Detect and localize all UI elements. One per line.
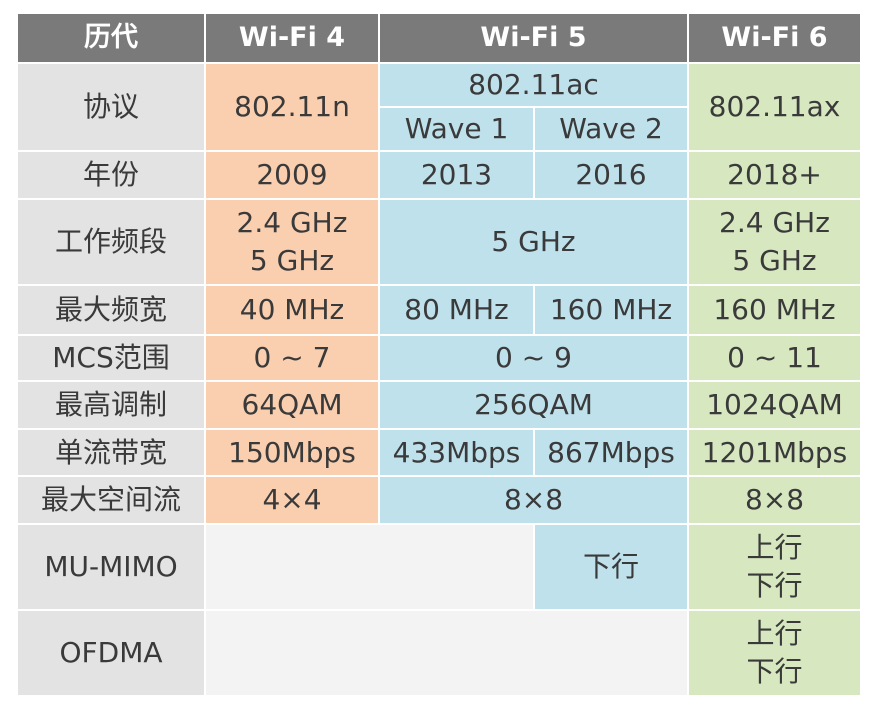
spatial-streams-label: 最大空间流 bbox=[16, 475, 206, 525]
band-label: 工作频段 bbox=[16, 198, 206, 286]
bandwidth-wifi4: 40 MHz bbox=[204, 284, 380, 336]
header-generation: 历代 bbox=[16, 12, 206, 64]
header-wifi5: Wi-Fi 5 bbox=[378, 12, 689, 64]
band-wifi6: 2.4 GHz 5 GHz bbox=[687, 198, 862, 286]
ofdma-wifi6-downlink: 下行 bbox=[746, 655, 803, 688]
band-wifi5: 5 GHz bbox=[378, 198, 689, 286]
modulation-wifi5: 256QAM bbox=[378, 380, 689, 430]
mcs-wifi5: 0 ~ 9 bbox=[378, 334, 689, 382]
ofdma-wifi6-uplink: 上行 bbox=[746, 617, 803, 651]
ofdma-label: OFDMA bbox=[16, 609, 206, 697]
stream-rate-wifi4: 150Mbps bbox=[204, 428, 380, 477]
mumimo-empty bbox=[204, 523, 535, 611]
mumimo-wave2: 下行 bbox=[533, 523, 689, 611]
modulation-wifi4: 64QAM bbox=[204, 380, 380, 430]
header-wifi6: Wi-Fi 6 bbox=[687, 12, 862, 64]
band-wifi4: 2.4 GHz 5 GHz bbox=[204, 198, 380, 286]
year-label: 年份 bbox=[16, 150, 206, 200]
spatial-streams-wifi4: 4×4 bbox=[204, 475, 380, 525]
spatial-streams-wifi6: 8×8 bbox=[687, 475, 862, 525]
protocol-label: 协议 bbox=[16, 62, 206, 152]
band-wifi4-24ghz: 2.4 GHz bbox=[236, 206, 348, 240]
mcs-row: MCS范围 0 ~ 7 0 ~ 9 0 ~ 11 bbox=[16, 334, 862, 382]
protocol-wifi6: 802.11ax bbox=[687, 62, 862, 152]
wifi-comparison-table: 历代 Wi-Fi 4 Wi-Fi 5 Wi-Fi 6 协议 802.11n 80… bbox=[16, 12, 862, 697]
band-wifi6-24ghz: 2.4 GHz bbox=[719, 206, 830, 240]
mumimo-wifi6-downlink: 下行 bbox=[746, 569, 803, 602]
bandwidth-label: 最大频宽 bbox=[16, 284, 206, 336]
protocol-row: 协议 802.11n 802.11ac 802.11ax bbox=[16, 62, 862, 152]
band-row: 工作频段 2.4 GHz 5 GHz 5 GHz 2.4 GHz 5 GHz bbox=[16, 198, 862, 286]
stream-rate-wave1: 433Mbps bbox=[378, 428, 535, 477]
year-wave1: 2013 bbox=[378, 150, 535, 200]
spatial-streams-row: 最大空间流 4×4 8×8 8×8 bbox=[16, 475, 862, 525]
modulation-row: 最高调制 64QAM 256QAM 1024QAM bbox=[16, 380, 862, 430]
mumimo-row: MU-MIMO 下行 上行 下行 bbox=[16, 523, 862, 611]
mcs-wifi6: 0 ~ 11 bbox=[687, 334, 862, 382]
stream-rate-label: 单流带宽 bbox=[16, 428, 206, 477]
year-wifi4: 2009 bbox=[204, 150, 380, 200]
mumimo-wifi6: 上行 下行 bbox=[687, 523, 862, 611]
protocol-wave-row: Wave 1 Wave 2 bbox=[17, 106, 861, 152]
header-wifi4: Wi-Fi 4 bbox=[204, 12, 380, 64]
bandwidth-wifi6: 160 MHz bbox=[687, 284, 862, 336]
band-wifi6-5ghz: 5 GHz bbox=[732, 244, 817, 277]
ofdma-wifi6: 上行 下行 bbox=[687, 609, 862, 697]
year-row: 年份 2009 2013 2016 2018+ bbox=[16, 150, 862, 200]
protocol-wifi4: 802.11n bbox=[204, 62, 380, 152]
mumimo-label: MU-MIMO bbox=[16, 523, 206, 611]
protocol-wifi5: 802.11ac bbox=[378, 62, 689, 108]
ofdma-empty bbox=[204, 609, 689, 697]
mcs-wifi4: 0 ~ 7 bbox=[204, 334, 380, 382]
header-row: 历代 Wi-Fi 4 Wi-Fi 5 Wi-Fi 6 bbox=[16, 12, 862, 64]
spatial-streams-wifi5: 8×8 bbox=[378, 475, 689, 525]
ofdma-row: OFDMA 上行 下行 bbox=[16, 609, 862, 697]
protocol-wave2: Wave 2 bbox=[533, 106, 689, 152]
year-wifi6: 2018+ bbox=[687, 150, 862, 200]
modulation-label: 最高调制 bbox=[16, 380, 206, 430]
protocol-wave1: Wave 1 bbox=[378, 106, 535, 152]
wifi-comparison-table-container: 历代 Wi-Fi 4 Wi-Fi 5 Wi-Fi 6 协议 802.11n 80… bbox=[16, 12, 862, 697]
mcs-label: MCS范围 bbox=[16, 334, 206, 382]
stream-rate-wifi6: 1201Mbps bbox=[687, 428, 862, 477]
band-wifi4-5ghz: 5 GHz bbox=[249, 244, 335, 277]
stream-rate-wave2: 867Mbps bbox=[533, 428, 689, 477]
year-wave2: 2016 bbox=[533, 150, 689, 200]
bandwidth-row: 最大频宽 40 MHz 80 MHz 160 MHz 160 MHz bbox=[16, 284, 862, 336]
modulation-wifi6: 1024QAM bbox=[687, 380, 862, 430]
bandwidth-wave2: 160 MHz bbox=[533, 284, 689, 336]
stream-rate-row: 单流带宽 150Mbps 433Mbps 867Mbps 1201Mbps bbox=[16, 428, 862, 477]
bandwidth-wave1: 80 MHz bbox=[378, 284, 535, 336]
mumimo-wifi6-uplink: 上行 bbox=[746, 531, 803, 565]
